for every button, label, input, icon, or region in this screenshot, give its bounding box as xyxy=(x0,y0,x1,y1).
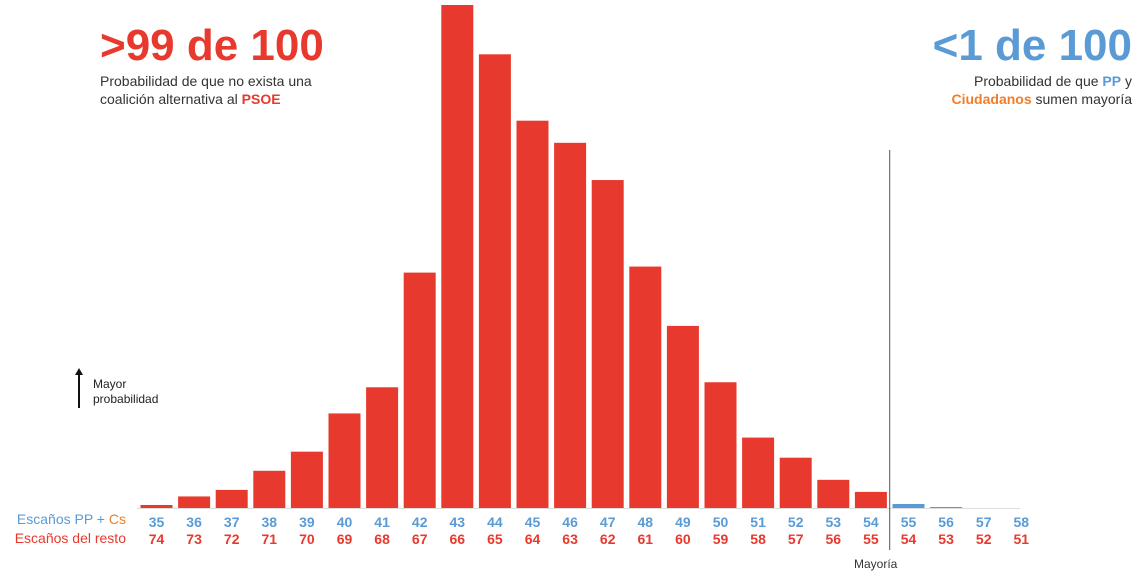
tick-pp-cs-47: 47 xyxy=(600,514,616,530)
bar-41 xyxy=(366,387,399,508)
tick-rest-53: 53 xyxy=(938,531,954,547)
up-arrow-icon xyxy=(75,368,83,375)
tick-rest-55: 55 xyxy=(863,531,879,547)
bar-48 xyxy=(629,266,662,508)
majority-label: Mayoría xyxy=(854,557,898,571)
up-arrow-shaft xyxy=(78,374,80,408)
headline-right-line1: Probabilidad de que PP y xyxy=(933,72,1132,90)
headline-left: >99 de 100 Probabilidad de que no exista… xyxy=(100,20,324,108)
tick-rest-63: 63 xyxy=(562,531,578,547)
tick-pp-cs-46: 46 xyxy=(562,514,578,530)
tick-rest-66: 66 xyxy=(450,531,466,547)
tick-rest-69: 69 xyxy=(337,531,353,547)
tick-pp-cs-42: 42 xyxy=(412,514,428,530)
tick-pp-cs-48: 48 xyxy=(638,514,654,530)
bar-55 xyxy=(892,503,925,508)
tick-pp-cs-58: 58 xyxy=(1014,514,1030,530)
tick-rest-59: 59 xyxy=(713,531,729,547)
probability-note-line2: probabilidad xyxy=(93,392,159,406)
psoe-label: PSOE xyxy=(241,91,281,107)
bar-47 xyxy=(591,180,624,508)
tick-pp-cs-35: 35 xyxy=(149,514,165,530)
row-label-pp-prefix: Escaños PP + xyxy=(16,511,109,527)
tick-pp-cs-38: 38 xyxy=(262,514,278,530)
tick-pp-cs-55: 55 xyxy=(901,514,917,530)
tick-rest-61: 61 xyxy=(638,531,654,547)
tick-rest-54: 54 xyxy=(901,531,917,547)
tick-rest-67: 67 xyxy=(412,531,428,547)
row-label-pp-cs: Escaños PP + Cs xyxy=(17,511,126,527)
pp-label: PP xyxy=(1102,73,1122,89)
headline-right-line1-suffix: y xyxy=(1121,73,1132,89)
bar-52 xyxy=(779,457,812,508)
bar-46 xyxy=(554,142,587,508)
headline-left-line2: coalición alternativa al PSOE xyxy=(100,90,324,108)
tick-pp-cs-50: 50 xyxy=(713,514,729,530)
bar-54 xyxy=(854,491,887,508)
bar-38 xyxy=(253,470,286,508)
headline-left-line1: Probabilidad de que no exista una xyxy=(100,73,312,89)
tick-rest-64: 64 xyxy=(525,531,541,547)
headline-right-caption: Probabilidad de que PP y Ciudadanos sume… xyxy=(933,72,1133,108)
bar-49 xyxy=(666,325,699,508)
headline-right-line2-suffix: sumen mayoría xyxy=(1031,91,1133,107)
ciudadanos-label: Ciudadanos xyxy=(951,91,1032,107)
headline-right-line1-prefix: Probabilidad de que xyxy=(973,73,1103,89)
tick-pp-cs-37: 37 xyxy=(224,514,240,530)
tick-rest-74: 74 xyxy=(149,531,165,547)
tick-rest-52: 52 xyxy=(976,531,992,547)
tick-rest-58: 58 xyxy=(750,531,766,547)
tick-rest-68: 68 xyxy=(374,531,390,547)
probability-note-line1: Mayor xyxy=(93,377,127,391)
tick-rest-56: 56 xyxy=(826,531,842,547)
headline-right: <1 de 100 Probabilidad de que PP y Ciuda… xyxy=(933,20,1132,108)
bar-43 xyxy=(441,5,474,508)
tick-pp-cs-40: 40 xyxy=(337,514,353,530)
tick-pp-cs-56: 56 xyxy=(938,514,954,530)
headline-right-line2: Ciudadanos sumen mayoría xyxy=(933,90,1133,108)
tick-pp-cs-43: 43 xyxy=(450,514,466,530)
tick-pp-cs-57: 57 xyxy=(976,514,992,530)
bar-51 xyxy=(742,437,775,508)
row-label-rest: Escaños del resto xyxy=(14,530,126,546)
tick-rest-71: 71 xyxy=(262,531,278,547)
tick-pp-cs-39: 39 xyxy=(299,514,315,530)
bar-56 xyxy=(930,506,963,508)
tick-pp-cs-41: 41 xyxy=(374,514,390,530)
bar-45 xyxy=(516,120,549,508)
headline-right-value: <1 de 100 xyxy=(932,21,1132,70)
tick-rest-51: 51 xyxy=(1014,531,1030,547)
tick-rest-60: 60 xyxy=(675,531,691,547)
tick-rest-62: 62 xyxy=(600,531,616,547)
bar-36 xyxy=(178,496,211,508)
tick-pp-cs-51: 51 xyxy=(750,514,766,530)
tick-pp-cs-52: 52 xyxy=(788,514,804,530)
tick-pp-cs-54: 54 xyxy=(863,514,879,530)
bar-53 xyxy=(817,479,850,508)
bar-42 xyxy=(403,272,436,508)
tick-pp-cs-49: 49 xyxy=(675,514,691,530)
headline-left-line2-prefix: coalición alternativa al xyxy=(100,91,242,107)
headline-left-caption: Probabilidad de que no exista una coalic… xyxy=(100,72,324,108)
tick-rest-72: 72 xyxy=(224,531,240,547)
probability-note-text: Mayor probabilidad xyxy=(93,377,158,407)
tick-rest-57: 57 xyxy=(788,531,804,547)
tick-pp-cs-44: 44 xyxy=(487,514,503,530)
tick-pp-cs-45: 45 xyxy=(525,514,541,530)
bar-40 xyxy=(328,413,361,508)
tick-rest-70: 70 xyxy=(299,531,315,547)
tick-rest-73: 73 xyxy=(186,531,202,547)
bar-44 xyxy=(478,54,511,508)
row-label-cs: Cs xyxy=(108,511,126,527)
bar-39 xyxy=(290,451,323,508)
bar-35 xyxy=(140,504,173,508)
headline-left-value: >99 de 100 xyxy=(100,21,324,70)
bar-50 xyxy=(704,382,737,508)
tick-pp-cs-36: 36 xyxy=(186,514,202,530)
tick-pp-cs-53: 53 xyxy=(826,514,842,530)
tick-rest-65: 65 xyxy=(487,531,503,547)
bar-37 xyxy=(215,489,248,508)
